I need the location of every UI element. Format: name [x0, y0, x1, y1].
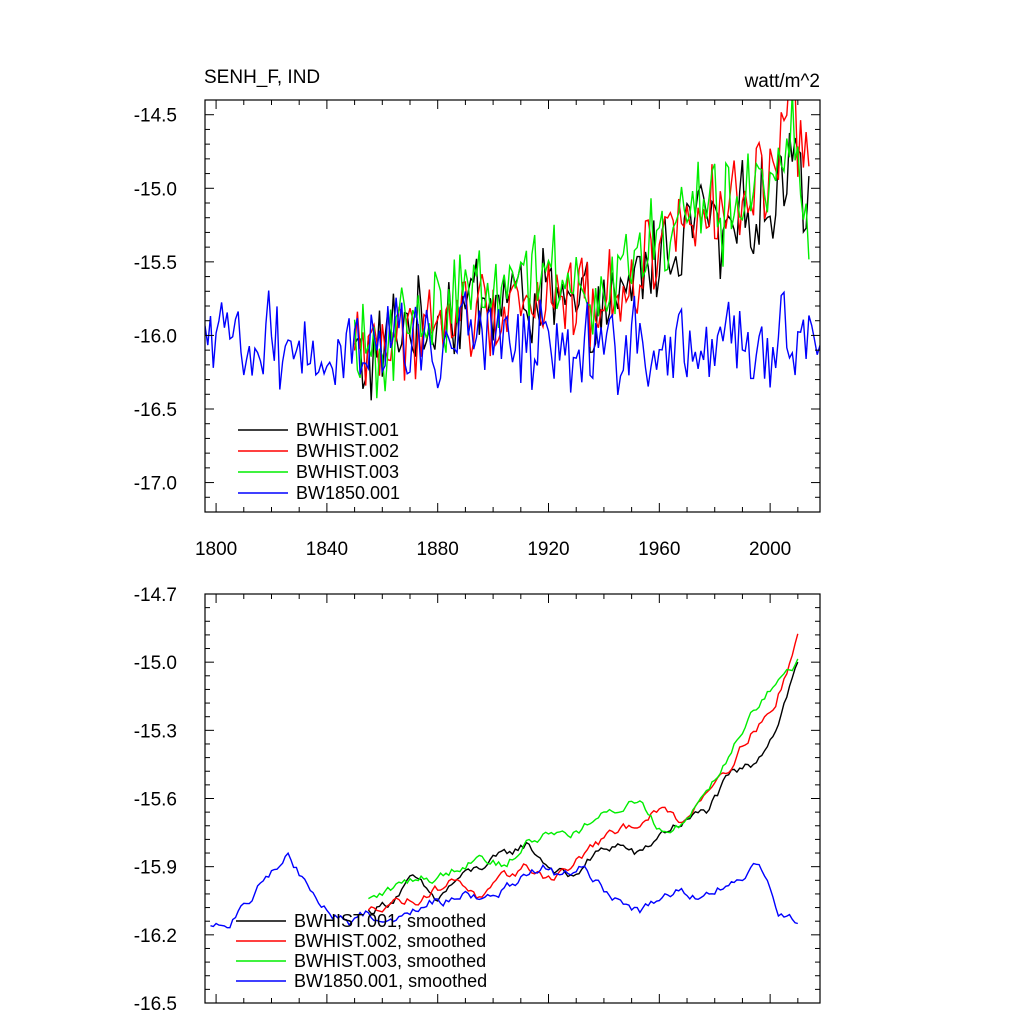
x-tick-label: 1960	[638, 539, 680, 560]
series-line-bw1850-001	[205, 290, 820, 395]
x-tick-label: 1880	[417, 539, 459, 560]
bottom-series-layer	[210, 633, 799, 929]
series-line-bwhist-003	[353, 100, 810, 399]
x-tick-label: 1840	[306, 539, 348, 560]
series-line-bw1850-001-smoothed	[210, 851, 798, 929]
legend-label: BWHIST.001, smoothed	[294, 911, 486, 931]
legend-label: BW1850.001, smoothed	[294, 971, 487, 991]
y-tick-label: -15.6	[134, 790, 177, 811]
x-tick-label: 1800	[195, 539, 237, 560]
series-line-bwhist-002	[353, 100, 810, 386]
y-tick-label: -16.2	[134, 926, 177, 947]
legend-label: BWHIST.003, smoothed	[294, 951, 486, 971]
legend-label: BWHIST.002, smoothed	[294, 931, 486, 951]
y-tick-label: -16.5	[134, 400, 177, 421]
top-panel: SENH_F, IND watt/m^2 BWHIST.001BWHIST.00…	[134, 67, 821, 560]
top-axes: -14.5 -15.0 -15.5 -16.0 -16.5 -17.0 1800 1840 18…	[134, 99, 820, 560]
legend-label: BW1850.001	[296, 483, 400, 503]
y-tick-label: -15.5	[134, 253, 177, 274]
legend-label: BWHIST.002	[296, 441, 399, 461]
x-tick-label: 1920	[527, 539, 569, 560]
bottom-axes: -14.7 -15.0 -15.3 -15.6 -15.9 -16.2 -16.5	[134, 585, 820, 1015]
y-tick-label: -14.7	[134, 585, 177, 606]
top-chart-title: SENH_F, IND	[204, 67, 320, 88]
series-line-bwhist-002-smoothed	[367, 633, 799, 913]
x-tick-label: 2000	[749, 539, 791, 560]
y-tick-label: -17.0	[134, 474, 177, 495]
y-tick-label: -15.0	[134, 653, 177, 674]
y-tick-label: -14.5	[134, 106, 177, 127]
legend-label: BWHIST.001	[296, 420, 399, 440]
series-line-bwhist-001-smoothed	[367, 661, 799, 915]
top-series-layer	[205, 100, 820, 401]
y-tick-label: -16.5	[134, 994, 177, 1015]
series-line-bwhist-003-smoothed	[368, 658, 799, 900]
y-tick-label: -15.3	[134, 721, 177, 742]
y-tick-label: -15.0	[134, 179, 177, 200]
top-chart-units: watt/m^2	[744, 71, 820, 92]
y-tick-label: -16.0	[134, 326, 177, 347]
legend-label: BWHIST.003	[296, 462, 399, 482]
y-tick-label: -15.9	[134, 858, 177, 879]
